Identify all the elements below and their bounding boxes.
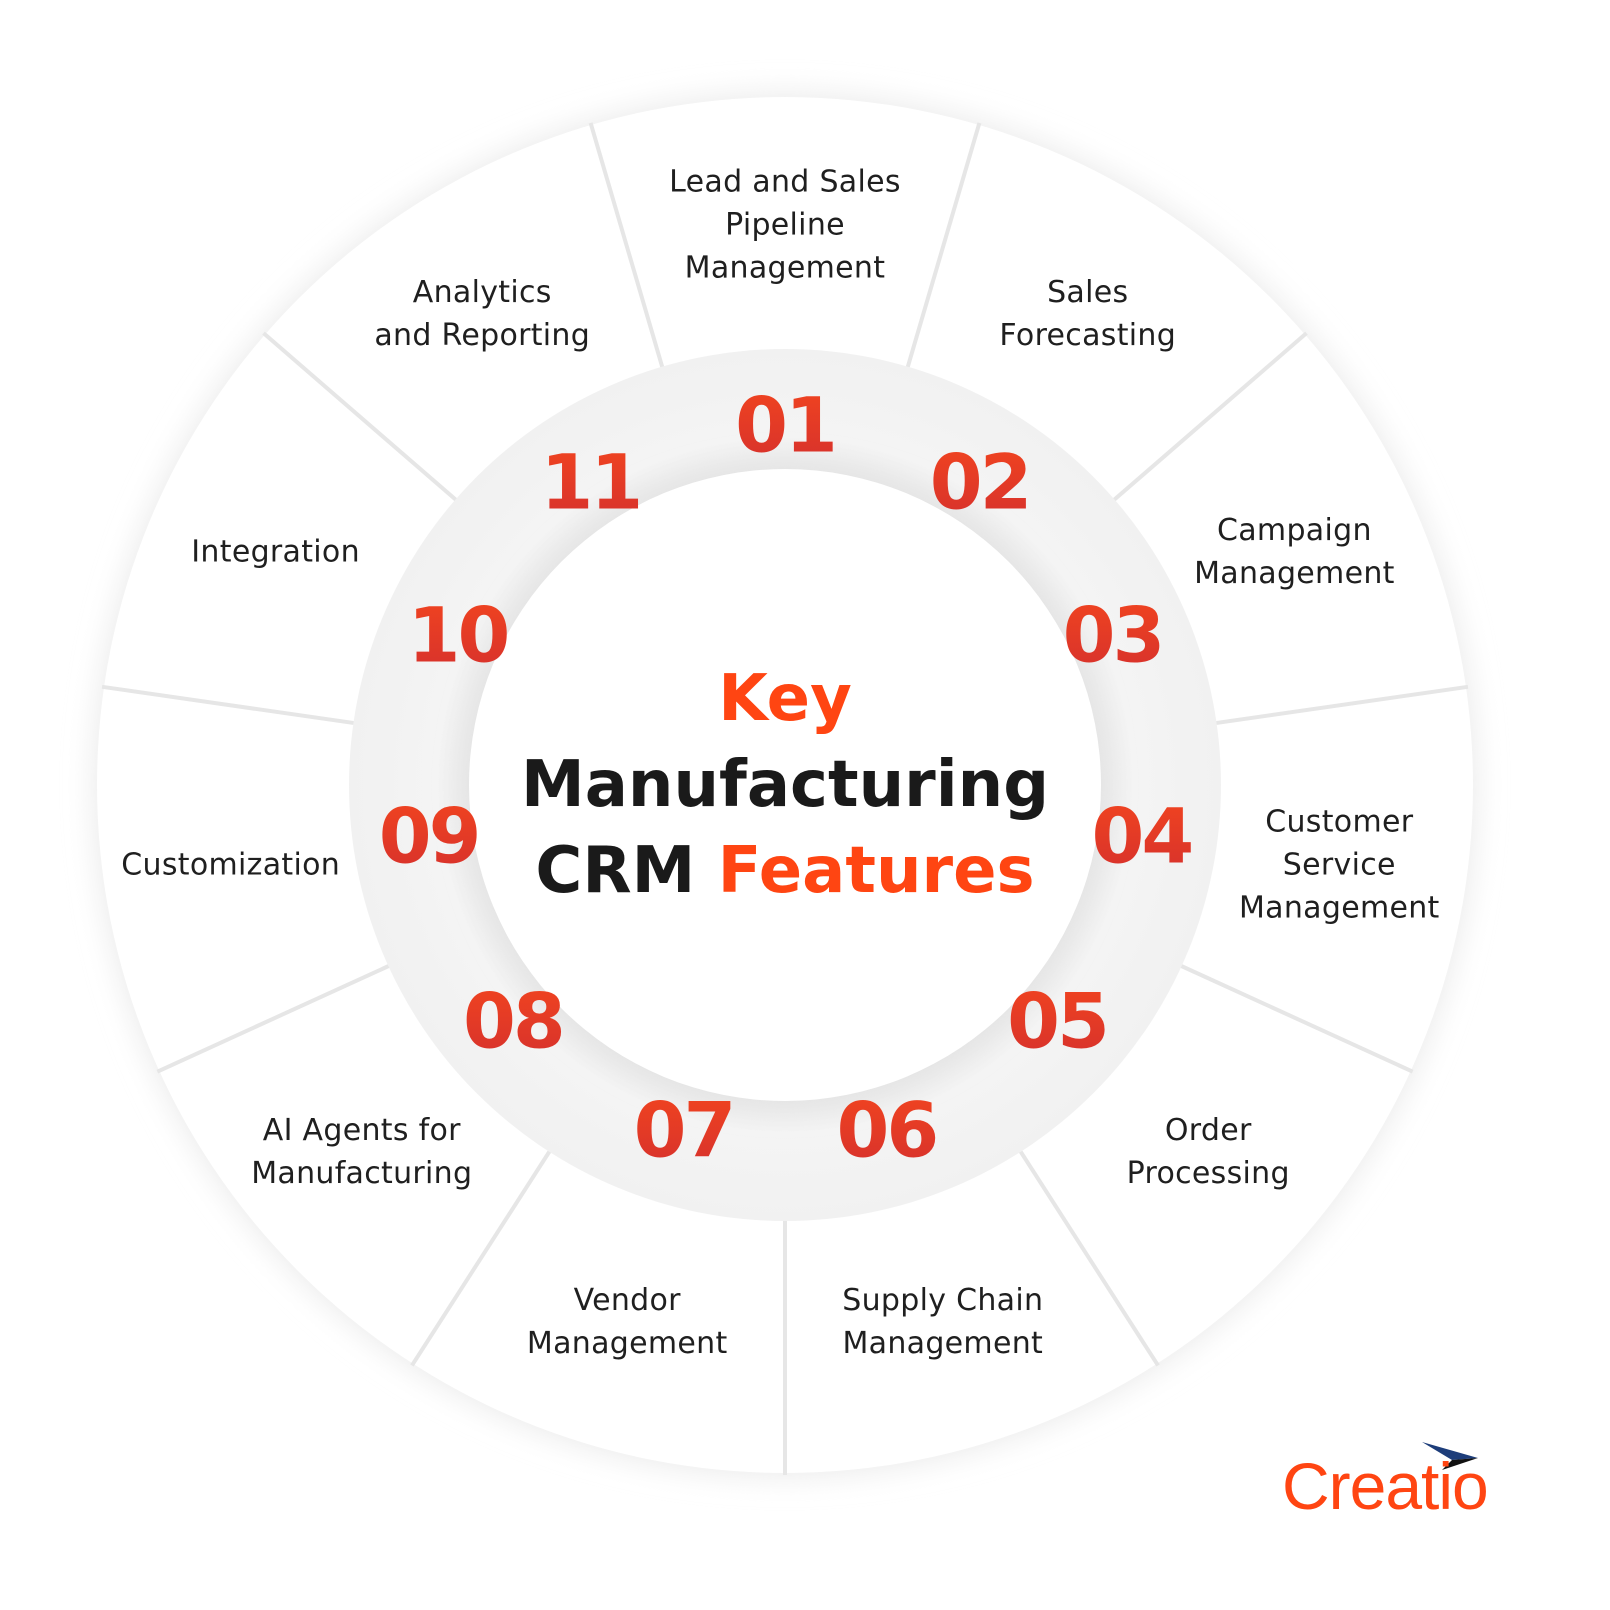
feature-number: 09 [378, 791, 482, 881]
feature-label: Customer Service Management [1238, 804, 1440, 926]
feature-number: 08 [463, 976, 566, 1066]
feature-label: Analytics and Reporting [374, 274, 591, 353]
segment-divider [1015, 1145, 1160, 1367]
creatio-logo: Creatio [1282, 1440, 1522, 1523]
feature-label: Order Processing [1126, 1112, 1290, 1191]
center-circle [469, 469, 1101, 1101]
feature-label: Lead and Sales Pipeline Management [669, 164, 901, 286]
feature-label: Vendor Management [526, 1283, 728, 1362]
segment-divider [156, 961, 395, 1074]
title-features: Features [717, 834, 1035, 908]
segment-divider [410, 1145, 555, 1367]
feature-number: 05 [1007, 976, 1110, 1066]
segment-divider [1210, 684, 1469, 726]
feature-label: Sales Forecasting [999, 274, 1177, 353]
title-crm: CRM [535, 834, 696, 908]
feature-number: 02 [929, 437, 1033, 527]
feature-label: Customization [121, 847, 341, 883]
feature-number: 03 [1062, 590, 1166, 680]
segment-divider [588, 122, 666, 373]
feature-label: Campaign Management [1194, 513, 1395, 592]
feature-number: 01 [735, 380, 838, 470]
diagram-title: Key Manufacturing CRM Features [521, 656, 1049, 914]
segment-divider [1175, 961, 1414, 1074]
segment-divider [101, 684, 360, 726]
segment-divider [1108, 331, 1308, 505]
feature-number: 10 [407, 590, 511, 680]
feature-number: 11 [540, 437, 643, 527]
feature-number: 06 [836, 1085, 940, 1175]
segment-divider [904, 122, 982, 373]
feature-number: 07 [633, 1085, 737, 1175]
feature-label: Supply Chain Management [842, 1283, 1044, 1362]
title-key: Key [718, 662, 852, 736]
feature-label: Integration [191, 534, 360, 570]
segment-divider [262, 331, 462, 505]
title-manufacturing: Manufacturing [521, 748, 1049, 822]
feature-label: AI Agents for Manufacturing [251, 1112, 473, 1191]
logo-arrow-icon [1422, 1442, 1478, 1470]
logo-text: Creatio [1282, 1449, 1489, 1523]
feature-number: 04 [1091, 791, 1194, 881]
